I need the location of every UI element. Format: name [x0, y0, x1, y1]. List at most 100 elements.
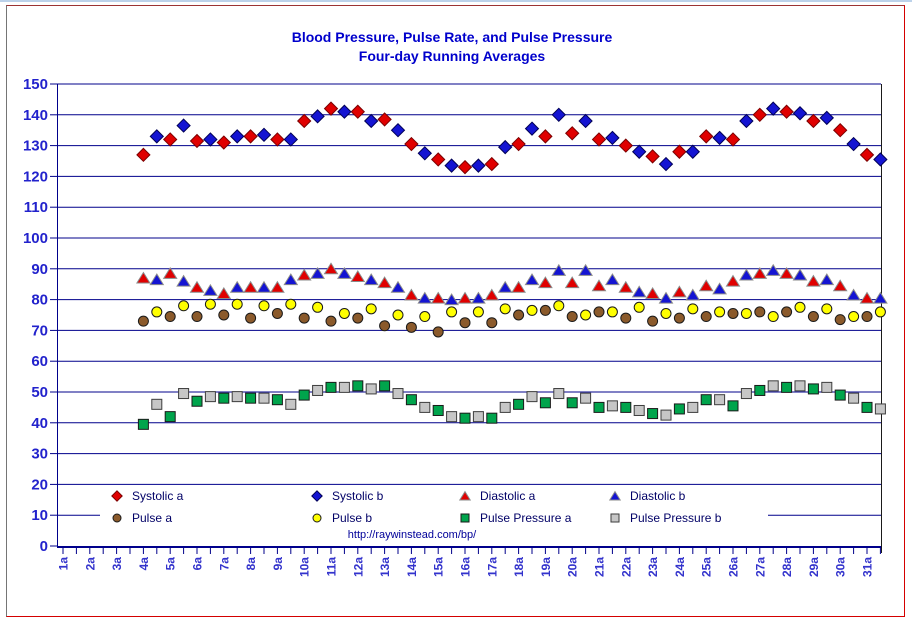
x-axis-label: 12a [351, 557, 365, 577]
marker-pulse-b [740, 307, 752, 319]
x-axis-label: 31a [861, 557, 875, 577]
marker-pulse-pressure-a [673, 403, 685, 415]
marker-diastolic-a [136, 271, 151, 284]
marker-pulse-pressure-a [539, 397, 551, 409]
x-axis-label: 7a [217, 557, 231, 571]
marker-pulse-a [164, 311, 176, 323]
marker-diastolic-b [524, 273, 540, 286]
marker-pulse-b [151, 306, 163, 318]
marker-diastolic-a [564, 276, 580, 289]
marker-pulse-pressure-b [365, 383, 377, 395]
marker-diastolic-b [256, 280, 272, 293]
x-axis-label: 20a [566, 557, 580, 577]
marker-pulse-b [821, 303, 833, 315]
marker-diastolic-b [551, 263, 567, 276]
marker-systolic-b [658, 156, 674, 172]
marker-diastolic-b [337, 266, 352, 279]
marker-pulse-pressure-b [580, 392, 592, 404]
marker-pulse-b [633, 301, 645, 313]
x-axis-label: 4a [137, 557, 151, 571]
legend: Systolic a Systolic b Diastolic a Diastolic… [100, 488, 768, 532]
marker-pulse-pressure-b [446, 411, 458, 423]
legend-item-label: Diastolic b [630, 489, 686, 503]
marker-diastolic-a [752, 266, 768, 279]
marker-pulse-a [486, 317, 498, 329]
circle-marker-icon [312, 513, 322, 523]
marker-pulse-a [781, 306, 793, 318]
footer-url-label: http://raywinstead.com/bp/ [347, 529, 477, 541]
marker-systolic-a [457, 159, 473, 175]
marker-pulse-pressure-b [204, 391, 216, 403]
marker-pulse-a [620, 312, 632, 324]
marker-diastolic-a [404, 288, 419, 301]
legend-item-pulse-pressure-a: Pulse Pressure a [458, 511, 571, 525]
marker-systolic-a [296, 113, 312, 129]
x-axis-label: 24a [673, 557, 687, 577]
marker-pulse-pressure-a [432, 404, 444, 416]
marker-systolic-a [243, 129, 258, 144]
window-top-edge [0, 0, 912, 2]
marker-pulse-pressure-b [767, 380, 779, 392]
marker-pulse-a [647, 315, 659, 327]
marker-pulse-a [137, 315, 149, 327]
marker-diastolic-b [765, 263, 781, 276]
marker-diastolic-b [605, 273, 620, 286]
x-axis-label: 28a [780, 557, 794, 577]
marker-diastolic-b [739, 268, 754, 281]
marker-pulse-pressure-b [472, 411, 484, 423]
marker-systolic-b [631, 144, 647, 159]
marker-systolic-a [484, 156, 500, 172]
marker-diastolic-b [283, 273, 299, 286]
marker-diastolic-a [806, 274, 821, 287]
marker-systolic-b [337, 104, 352, 119]
marker-pulse-pressure-a [727, 400, 739, 412]
marker-diastolic-a [243, 280, 258, 293]
marker-systolic-a [162, 132, 178, 147]
x-axis-label: 26a [727, 557, 741, 577]
marker-pulse-pressure-b [151, 398, 163, 410]
marker-pulse-pressure-a [754, 384, 766, 396]
marker-pulse-b [419, 311, 431, 323]
marker-pulse-b [874, 306, 886, 318]
marker-systolic-a [216, 135, 232, 150]
marker-diastolic-a [484, 288, 500, 301]
legend-item-systolic-b: Systolic b [310, 489, 383, 503]
y-axis-label: 20 [31, 476, 48, 493]
marker-pulse-pressure-b [178, 388, 190, 400]
triangle-marker-icon [458, 490, 472, 501]
marker-pulse-pressure-a [459, 412, 471, 424]
y-axis-label: 110 [24, 199, 48, 216]
marker-systolic-b [578, 113, 593, 129]
marker-pulse-pressure-b [740, 388, 752, 400]
legend-item-pulse-b: Pulse b [310, 511, 372, 525]
marker-systolic-b [363, 113, 379, 129]
y-axis-label: 0 [40, 538, 48, 555]
square-marker-icon [460, 513, 470, 523]
marker-diastolic-a [859, 291, 875, 304]
marker-pulse-a [459, 317, 471, 329]
triangle-marker-icon [608, 490, 622, 501]
marker-systolic-b [256, 127, 272, 143]
marker-pulse-a [191, 311, 203, 323]
y-axis-label: 150 [23, 76, 48, 93]
marker-diastolic-b [792, 268, 808, 281]
marker-pulse-b [231, 298, 243, 310]
marker-pulse-a [513, 309, 525, 321]
marker-pulse-a [861, 311, 873, 323]
marker-systolic-a [806, 113, 821, 129]
marker-diastolic-a [457, 291, 473, 304]
marker-pulse-a [754, 306, 766, 318]
legend-item-label: Systolic a [132, 489, 184, 503]
marker-systolic-b [417, 146, 433, 161]
marker-diastolic-b [176, 274, 191, 287]
x-axis-label: 17a [485, 557, 499, 577]
marker-diastolic-a [779, 266, 794, 279]
marker-diastolic-a [350, 270, 366, 283]
marker-pulse-b [472, 306, 484, 318]
marker-pulse-pressure-a [298, 389, 310, 401]
y-axis-label: 30 [31, 446, 48, 463]
marker-pulse-a [807, 311, 819, 323]
marker-systolic-a [377, 112, 392, 127]
marker-diastolic-b [417, 291, 433, 304]
x-axis-label: 23a [646, 557, 660, 577]
